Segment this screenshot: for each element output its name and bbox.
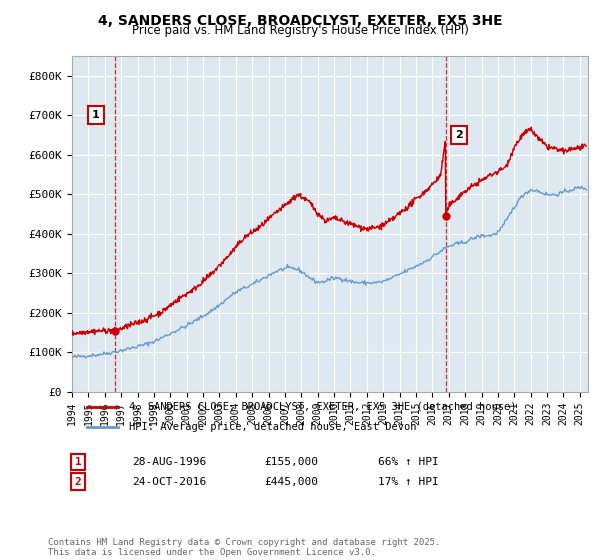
Text: £445,000: £445,000: [264, 477, 318, 487]
Text: 4, SANDERS CLOSE, BROADCLYST, EXETER, EX5 3HE: 4, SANDERS CLOSE, BROADCLYST, EXETER, EX…: [98, 14, 502, 28]
Text: £155,000: £155,000: [264, 457, 318, 467]
Text: 1: 1: [74, 457, 82, 467]
Text: 2: 2: [74, 477, 82, 487]
Text: Price paid vs. HM Land Registry's House Price Index (HPI): Price paid vs. HM Land Registry's House …: [131, 24, 469, 36]
Text: 24-OCT-2016: 24-OCT-2016: [132, 477, 206, 487]
Text: 1: 1: [92, 110, 100, 120]
Text: 4, SANDERS CLOSE, BROADCLYST, EXETER, EX5 3HE (detached house): 4, SANDERS CLOSE, BROADCLYST, EXETER, EX…: [129, 402, 516, 412]
Text: 2: 2: [455, 130, 463, 140]
Text: 17% ↑ HPI: 17% ↑ HPI: [378, 477, 439, 487]
Text: HPI: Average price, detached house, East Devon: HPI: Average price, detached house, East…: [129, 422, 416, 432]
Text: 66% ↑ HPI: 66% ↑ HPI: [378, 457, 439, 467]
Text: Contains HM Land Registry data © Crown copyright and database right 2025.
This d: Contains HM Land Registry data © Crown c…: [48, 538, 440, 557]
Text: 28-AUG-1996: 28-AUG-1996: [132, 457, 206, 467]
